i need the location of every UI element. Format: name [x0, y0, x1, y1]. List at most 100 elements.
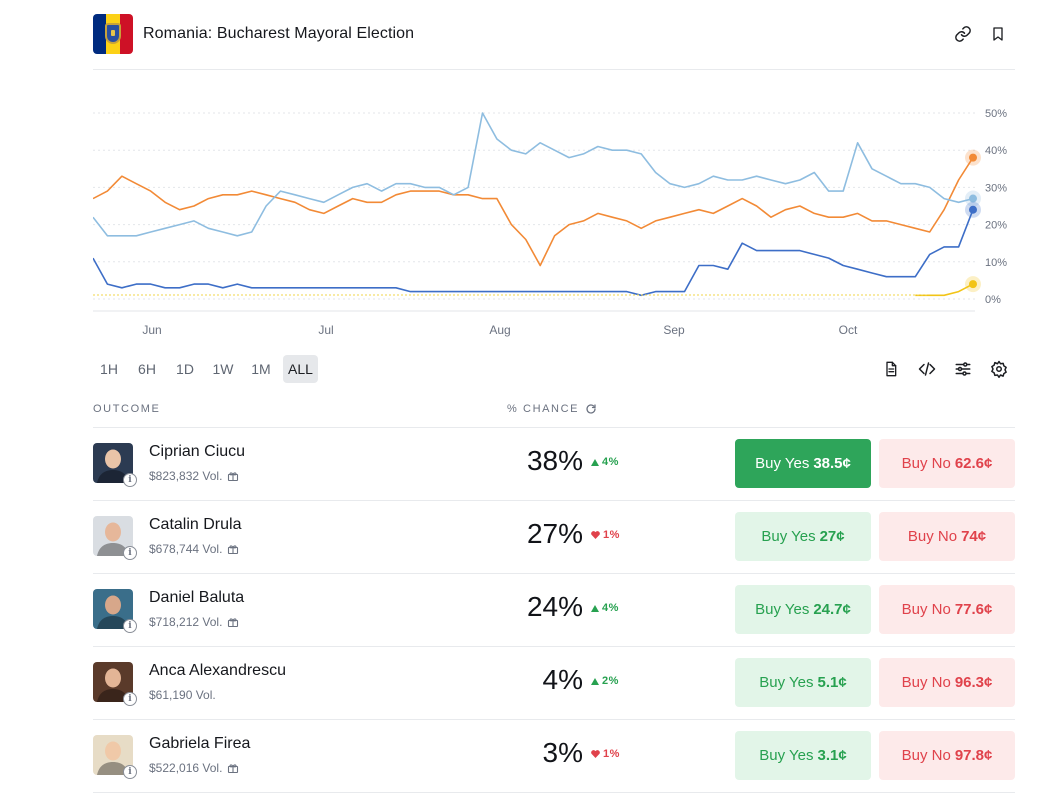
- buy-no-button[interactable]: Buy No 74¢: [879, 512, 1015, 561]
- buy-yes-label: Buy Yes: [759, 747, 814, 764]
- candidate-name[interactable]: Catalin Drula: [149, 516, 242, 533]
- series-line-1: [92, 112, 974, 237]
- chance-column-label: % CHANCE: [507, 403, 580, 415]
- info-icon[interactable]: i: [123, 473, 137, 487]
- triangle-up-icon: [591, 677, 599, 685]
- bookmark-icon[interactable]: [988, 24, 1008, 44]
- divider: [93, 646, 1015, 647]
- info-icon[interactable]: i: [123, 692, 137, 706]
- outcome-row[interactable]: i Daniel Baluta $718,212 Vol. 24% 4% Buy Yes 2…: [93, 573, 1015, 646]
- candidate-volume: $718,212 Vol.: [149, 615, 239, 629]
- series-line-0: [92, 157, 974, 267]
- buy-no-button[interactable]: Buy No 97.8¢: [879, 731, 1015, 780]
- heart-down-icon: [591, 531, 600, 539]
- market-header: Romania: Bucharest Mayoral Election: [93, 14, 1015, 70]
- outcome-column-header: OUTCOME: [93, 403, 161, 415]
- info-icon[interactable]: i: [123, 546, 137, 560]
- gift-icon[interactable]: [227, 616, 239, 628]
- buy-yes-price: 38.5¢: [813, 455, 851, 472]
- market-title: Romania: Bucharest Mayoral Election: [143, 25, 415, 42]
- delta-value: 1%: [603, 529, 620, 541]
- chance-value: 4%: [542, 664, 583, 695]
- link-icon[interactable]: [953, 24, 973, 44]
- delta-value: 1%: [603, 748, 620, 760]
- price-history-chart[interactable]: 50% 40% 30% 20% 10% 0% Jun Jul Aug Sep Oct: [92, 92, 1015, 342]
- candidate-avatar: [93, 662, 133, 702]
- candidate-volume: $61,190 Vol.: [149, 688, 216, 702]
- buy-no-button[interactable]: Buy No 62.6¢: [879, 439, 1015, 488]
- time-range-all[interactable]: ALL: [283, 355, 318, 383]
- buy-yes-button[interactable]: Buy Yes 5.1¢: [735, 658, 871, 707]
- series-end-point: [969, 205, 977, 214]
- info-icon[interactable]: i: [123, 619, 137, 633]
- buy-yes-button[interactable]: Buy Yes 38.5¢: [735, 439, 871, 488]
- chance-delta: 1%: [591, 748, 620, 760]
- candidate-volume: $678,744 Vol.: [149, 542, 239, 556]
- time-range-6h[interactable]: 6H: [138, 361, 156, 377]
- buy-yes-button[interactable]: Buy Yes 27¢: [735, 512, 871, 561]
- chance-value: 3%: [542, 737, 583, 768]
- x-tick-label: Sep: [663, 323, 685, 337]
- refresh-icon[interactable]: [585, 403, 597, 415]
- embed-code-icon[interactable]: [916, 358, 938, 380]
- buy-yes-price: 5.1¢: [817, 674, 847, 691]
- buy-no-label: Buy No: [901, 674, 951, 691]
- buy-no-price: 97.8¢: [954, 747, 993, 764]
- buy-yes-button[interactable]: Buy Yes 24.7¢: [735, 585, 871, 634]
- sliders-icon[interactable]: [952, 358, 974, 380]
- buy-yes-label: Buy Yes: [761, 528, 816, 545]
- buy-no-button[interactable]: Buy No 96.3¢: [879, 658, 1015, 707]
- buy-yes-label: Buy Yes: [759, 674, 814, 691]
- candidate-avatar: [93, 516, 133, 556]
- buy-yes-button[interactable]: Buy Yes 3.1¢: [735, 731, 871, 780]
- buy-yes-price: 24.7¢: [813, 601, 851, 618]
- divider: [93, 500, 1015, 501]
- x-tick-label: Aug: [489, 323, 510, 337]
- candidate-name[interactable]: Daniel Baluta: [149, 589, 245, 606]
- buy-yes-price: 27¢: [819, 528, 845, 545]
- divider: [93, 573, 1015, 574]
- time-range-1m[interactable]: 1M: [251, 361, 271, 377]
- series-end-point: [969, 280, 977, 289]
- candidate-avatar: [93, 589, 133, 629]
- chart-svg: 50% 40% 30% 20% 10% 0% Jun Jul Aug Sep Oct: [92, 108, 1007, 337]
- volume-value: $823,832 Vol.: [149, 469, 223, 483]
- series-end-point: [969, 194, 977, 203]
- buy-no-price: 77.6¢: [954, 601, 993, 618]
- time-range-1d[interactable]: 1D: [176, 361, 194, 377]
- outcome-row[interactable]: i Gabriela Firea $522,016 Vol. 3% 1% Buy Yes 3…: [93, 719, 1015, 792]
- x-tick-label: Jul: [318, 323, 333, 337]
- candidate-name[interactable]: Ciprian Ciucu: [149, 443, 246, 460]
- candidate-name[interactable]: Anca Alexandrescu: [149, 662, 286, 679]
- candidate-name[interactable]: Gabriela Firea: [149, 735, 251, 752]
- chance-delta: 1%: [591, 529, 620, 541]
- buy-no-price: 74¢: [961, 528, 987, 545]
- outcome-row[interactable]: i Anca Alexandrescu $61,190 Vol. 4% 2% Buy Ye…: [93, 646, 1015, 719]
- volume-value: $718,212 Vol.: [149, 615, 223, 629]
- outcome-row[interactable]: i Ciprian Ciucu $823,832 Vol. 38% 4% Buy Yes 3…: [93, 427, 1015, 500]
- gift-icon[interactable]: [227, 762, 239, 774]
- chart-toolbar: [878, 358, 1018, 380]
- candidate-avatar: [93, 735, 133, 775]
- volume-value: $61,190 Vol.: [149, 688, 216, 702]
- gift-icon[interactable]: [227, 543, 239, 555]
- outcome-row[interactable]: i Catalin Drula $678,744 Vol. 27% 1% Buy Yes 2…: [93, 500, 1015, 573]
- y-tick-label: 10%: [985, 257, 1007, 269]
- buy-no-label: Buy No: [907, 528, 958, 545]
- info-icon[interactable]: i: [123, 765, 137, 779]
- delta-value: 4%: [602, 456, 619, 468]
- buy-no-label: Buy No: [901, 747, 951, 764]
- buy-no-button[interactable]: Buy No 77.6¢: [879, 585, 1015, 634]
- chance-delta: 2%: [591, 675, 619, 687]
- time-range-1h[interactable]: 1H: [100, 361, 118, 377]
- document-icon[interactable]: [880, 358, 902, 380]
- candidate-volume: $823,832 Vol.: [149, 469, 239, 483]
- y-tick-label: 50%: [985, 108, 1007, 120]
- settings-icon[interactable]: [988, 358, 1010, 380]
- chance-column-header: % CHANCE: [507, 403, 597, 415]
- y-tick-label: 20%: [985, 220, 1007, 232]
- candidate-volume: $522,016 Vol.: [149, 761, 239, 775]
- bucharest-crest-icon: [105, 23, 121, 44]
- gift-icon[interactable]: [227, 470, 239, 482]
- time-range-1w[interactable]: 1W: [212, 361, 234, 377]
